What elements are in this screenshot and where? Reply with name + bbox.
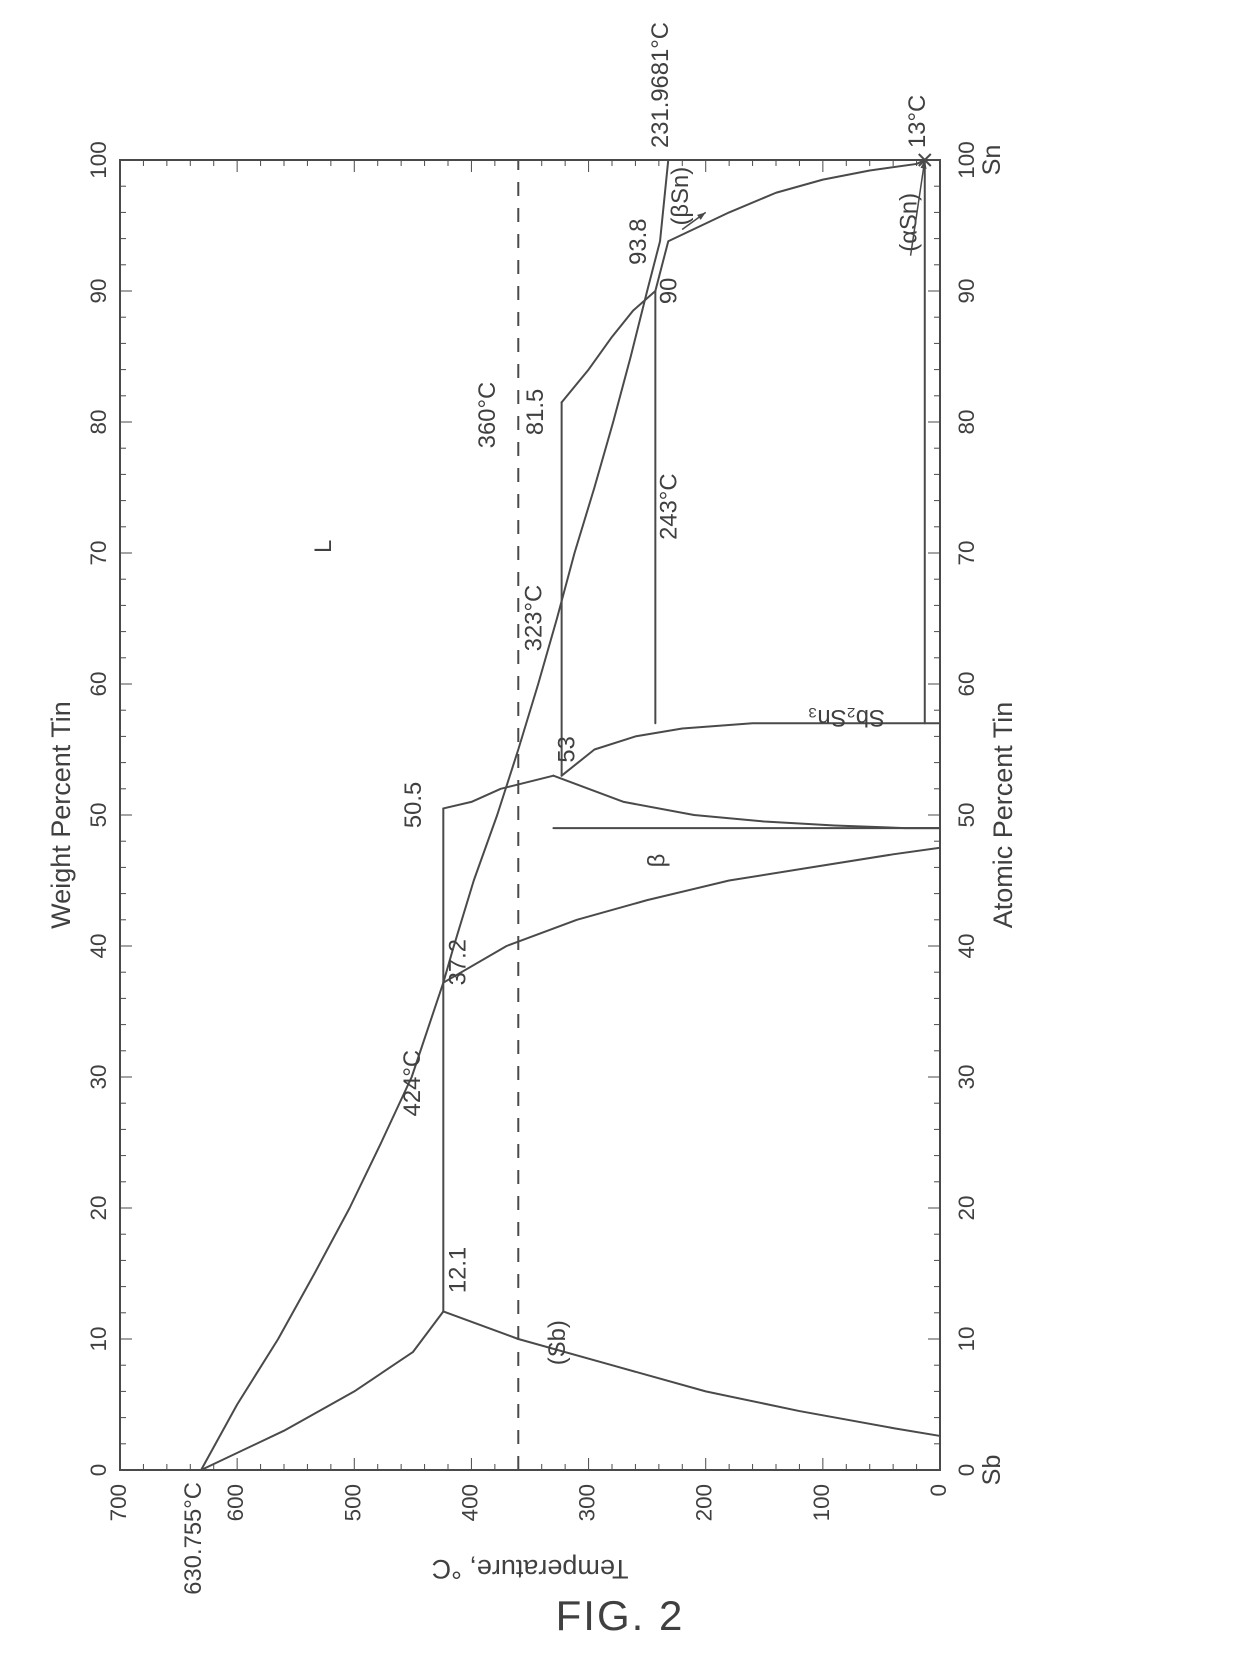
axis-tick-label: 100 <box>809 1484 834 1521</box>
curve-beta_inflect_left_from_53 <box>553 776 940 828</box>
axis-tick-label: 0 <box>954 1464 979 1476</box>
figure-label-text: FIG. 2 <box>556 1592 685 1639</box>
annotation-T323: 323°C <box>521 585 548 651</box>
axis-tick-label: 0 <box>926 1484 951 1496</box>
annotation-p93_8: 93.8 <box>625 218 652 264</box>
annotation-betaSn_region: (βSn) <box>667 167 694 226</box>
axis-tick-label: 700 <box>106 1484 131 1521</box>
annotation-T424: 424°C <box>399 1050 426 1116</box>
axis-tick-label: 60 <box>954 672 979 697</box>
axis-tick-label: 80 <box>954 410 979 435</box>
annotation-T360: 360°C <box>474 382 501 448</box>
annotation-arrowhead-betaSn_region <box>697 212 706 219</box>
axis-tick-label: 100 <box>86 141 111 178</box>
annotation-p53: 53 <box>554 736 581 762</box>
figure-label: FIG. 2 <box>0 1592 1240 1640</box>
axis-tick-label: 70 <box>954 541 979 566</box>
annotation-Sb2Sn3_region: Sb₂Sn₃ <box>808 704 885 731</box>
annotation-p37_2: 37.2 <box>445 939 472 985</box>
annotation-p50_5: 50.5 <box>400 782 427 828</box>
axis-tick-label: 90 <box>86 279 111 304</box>
phase-diagram-chart: 0102030405060708090100Weight Percent Tin… <box>0 0 1240 1680</box>
annotation-p90: 90 <box>655 278 682 304</box>
axis-tick-label: 30 <box>86 1065 111 1090</box>
axis-tick-label: 50 <box>954 803 979 828</box>
annotation-T630: 630.755°C <box>180 1482 207 1595</box>
axis-tick-label: 40 <box>86 934 111 959</box>
annotation-Sb_region: (Sb) <box>544 1320 571 1365</box>
axis-tick-label: 500 <box>340 1484 365 1521</box>
axis-label-bottom: Atomic Percent Tin <box>988 702 1018 929</box>
axis-tick-label: 10 <box>86 1327 111 1352</box>
axis-tick-label: 0 <box>86 1464 111 1476</box>
axis-tick-label: 200 <box>692 1484 717 1521</box>
annotation-L: L <box>310 540 337 553</box>
axis-tick-label: 300 <box>575 1484 600 1521</box>
rotated-frame: 0102030405060708090100Weight Percent Tin… <box>0 220 1240 1460</box>
axis-tick-label: 10 <box>954 1327 979 1352</box>
axis-tick-label: 40 <box>954 934 979 959</box>
plot-frame <box>120 160 940 1470</box>
axis-tick-label: 60 <box>86 672 111 697</box>
axis-end-Sn: Sn <box>978 145 1006 176</box>
page: 0102030405060708090100Weight Percent Tin… <box>0 0 1240 1680</box>
axis-tick-label: 600 <box>223 1484 248 1521</box>
axis-tick-label: 70 <box>86 541 111 566</box>
axis-tick-label: 400 <box>457 1484 482 1521</box>
axis-tick-label: 20 <box>86 1196 111 1221</box>
annotation-T231: 231.9681°C <box>647 22 674 148</box>
axis-end-Sb: Sb <box>978 1455 1006 1486</box>
annotation-beta_region: β <box>644 854 671 868</box>
annotation-p81_5: 81.5 <box>522 389 549 435</box>
axis-tick-label: 80 <box>86 410 111 435</box>
annotation-T13: 13°C <box>904 95 931 148</box>
annotation-T243: 243°C <box>655 473 682 539</box>
axis-tick-label: 30 <box>954 1065 979 1090</box>
annotation-p12_1: 12.1 <box>445 1247 472 1293</box>
axis-tick-label: 20 <box>954 1196 979 1221</box>
axis-label-y: Temperature, °C <box>432 1554 629 1584</box>
curve-curve_81_to_90_liquid_side <box>562 291 656 402</box>
curve-beta_right_boundary_to_53 <box>443 776 553 809</box>
axis-tick-label: 90 <box>954 279 979 304</box>
axis-tick-label: 50 <box>86 803 111 828</box>
axis-tick-label: 100 <box>954 141 979 178</box>
curve-Sb_solvus_left <box>201 1311 443 1470</box>
curve-beta_Sn_solvus <box>655 160 924 291</box>
axis-label-top: Weight Percent Tin <box>46 701 76 929</box>
